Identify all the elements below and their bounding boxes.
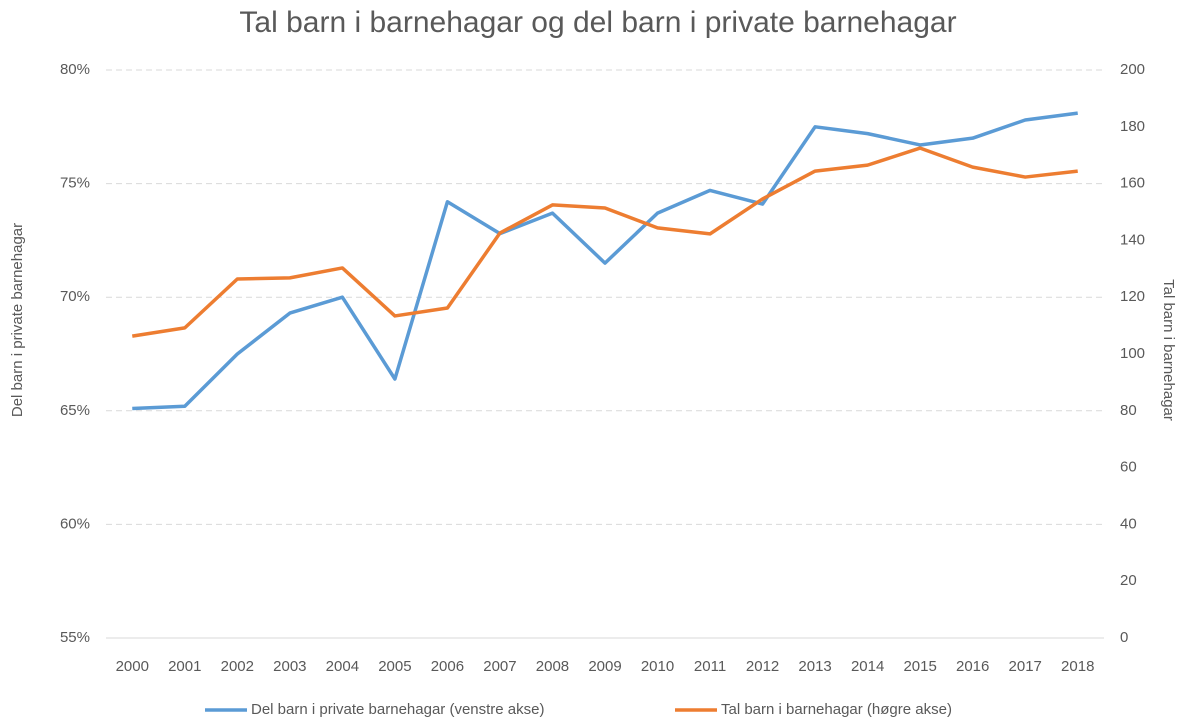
x-tick-label: 2018 — [1061, 658, 1094, 675]
y2-tick-label: 160 — [1120, 175, 1145, 192]
x-tick-label: 2001 — [168, 658, 201, 675]
y2-tick-label: 140 — [1120, 231, 1145, 248]
y-tick-label: 60% — [60, 515, 90, 532]
y-tick-label: 80% — [60, 61, 90, 78]
x-tick-label: 2007 — [483, 658, 516, 675]
x-tick-label: 2015 — [903, 658, 936, 675]
y2-tick-label: 60 — [1120, 459, 1137, 476]
y-tick-label: 70% — [60, 288, 90, 305]
y-tick-label: 75% — [60, 175, 90, 192]
y2-axis-label: Tal barn i barnehagar — [1160, 279, 1177, 421]
y2-tick-label: 100 — [1120, 345, 1145, 362]
y2-tick-label: 80 — [1120, 402, 1137, 419]
x-tick-label: 2000 — [116, 658, 149, 675]
x-tick-label: 2004 — [326, 658, 359, 675]
y2-tick-label: 200 — [1120, 61, 1145, 78]
y-axis-label: Del barn i private barnehagar — [9, 223, 26, 417]
y2-tick-label: 0 — [1120, 629, 1128, 646]
y2-tick-label: 40 — [1120, 515, 1137, 532]
y2-tick-label: 20 — [1120, 572, 1137, 589]
y2-tick-label: 120 — [1120, 288, 1145, 305]
y2-tick-label: 180 — [1120, 118, 1145, 135]
x-tick-label: 2005 — [378, 658, 411, 675]
x-tick-label: 2002 — [221, 658, 254, 675]
legend-label: Del barn i private barnehagar (venstre a… — [251, 701, 544, 718]
x-tick-label: 2016 — [956, 658, 989, 675]
x-tick-label: 2011 — [694, 658, 726, 675]
x-tick-label: 2013 — [798, 658, 831, 675]
x-tick-label: 2008 — [536, 658, 569, 675]
x-tick-label: 2009 — [588, 658, 621, 675]
series-line — [132, 111, 1078, 411]
x-tick-label: 2017 — [1009, 658, 1042, 675]
y-tick-label: 65% — [60, 402, 90, 419]
x-tick-label: 2014 — [851, 658, 884, 675]
x-tick-label: 2003 — [273, 658, 306, 675]
x-tick-label: 2010 — [641, 658, 674, 675]
x-tick-label: 2012 — [746, 658, 779, 675]
y-tick-label: 55% — [60, 629, 90, 646]
x-tick-label: 2006 — [431, 658, 464, 675]
series-line — [131, 146, 1078, 338]
legend-label: Tal barn i barnehagar (høgre akse) — [721, 701, 952, 718]
chart-title: Tal barn i barnehagar og del barn i priv… — [239, 6, 956, 39]
